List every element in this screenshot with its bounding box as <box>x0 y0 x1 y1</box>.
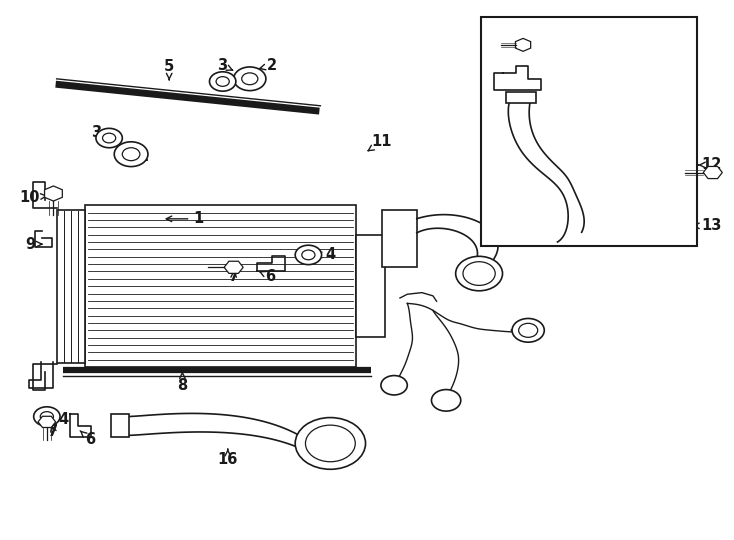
Text: 9: 9 <box>25 237 42 252</box>
Text: 2: 2 <box>133 150 148 164</box>
Text: 7: 7 <box>48 424 59 439</box>
Polygon shape <box>45 186 62 201</box>
Circle shape <box>512 319 545 342</box>
Text: 5: 5 <box>164 59 174 79</box>
Bar <box>382 210 417 267</box>
Text: 4: 4 <box>316 247 335 262</box>
Text: 6: 6 <box>80 431 95 447</box>
Circle shape <box>295 417 366 469</box>
Text: 8: 8 <box>177 373 187 393</box>
Circle shape <box>521 209 564 241</box>
Text: 7: 7 <box>228 269 239 284</box>
Bar <box>85 205 356 367</box>
Circle shape <box>432 389 461 411</box>
Text: 13: 13 <box>694 218 722 233</box>
Circle shape <box>381 375 407 395</box>
Text: 15: 15 <box>606 31 639 46</box>
Circle shape <box>115 142 148 166</box>
Polygon shape <box>38 416 56 428</box>
Bar <box>57 210 85 363</box>
Circle shape <box>209 72 236 91</box>
Polygon shape <box>703 166 722 179</box>
Text: 17: 17 <box>511 326 537 341</box>
Bar <box>481 17 697 246</box>
Polygon shape <box>224 261 243 273</box>
Bar <box>506 92 536 103</box>
Circle shape <box>295 245 321 265</box>
Text: 4: 4 <box>52 412 68 427</box>
Circle shape <box>233 67 266 91</box>
Bar <box>111 414 129 437</box>
Text: 1: 1 <box>166 211 203 226</box>
Text: 3: 3 <box>217 58 233 73</box>
Text: 12: 12 <box>698 158 722 172</box>
Text: 3: 3 <box>91 125 106 140</box>
Text: 6: 6 <box>260 269 275 284</box>
Polygon shape <box>515 38 531 51</box>
Bar <box>356 235 385 338</box>
Text: 2: 2 <box>260 58 277 73</box>
Circle shape <box>96 129 123 148</box>
Circle shape <box>34 407 60 426</box>
Text: 10: 10 <box>20 190 46 205</box>
Text: 14: 14 <box>611 73 637 88</box>
Circle shape <box>456 256 503 291</box>
Text: 16: 16 <box>217 449 238 467</box>
Text: 11: 11 <box>368 134 392 151</box>
